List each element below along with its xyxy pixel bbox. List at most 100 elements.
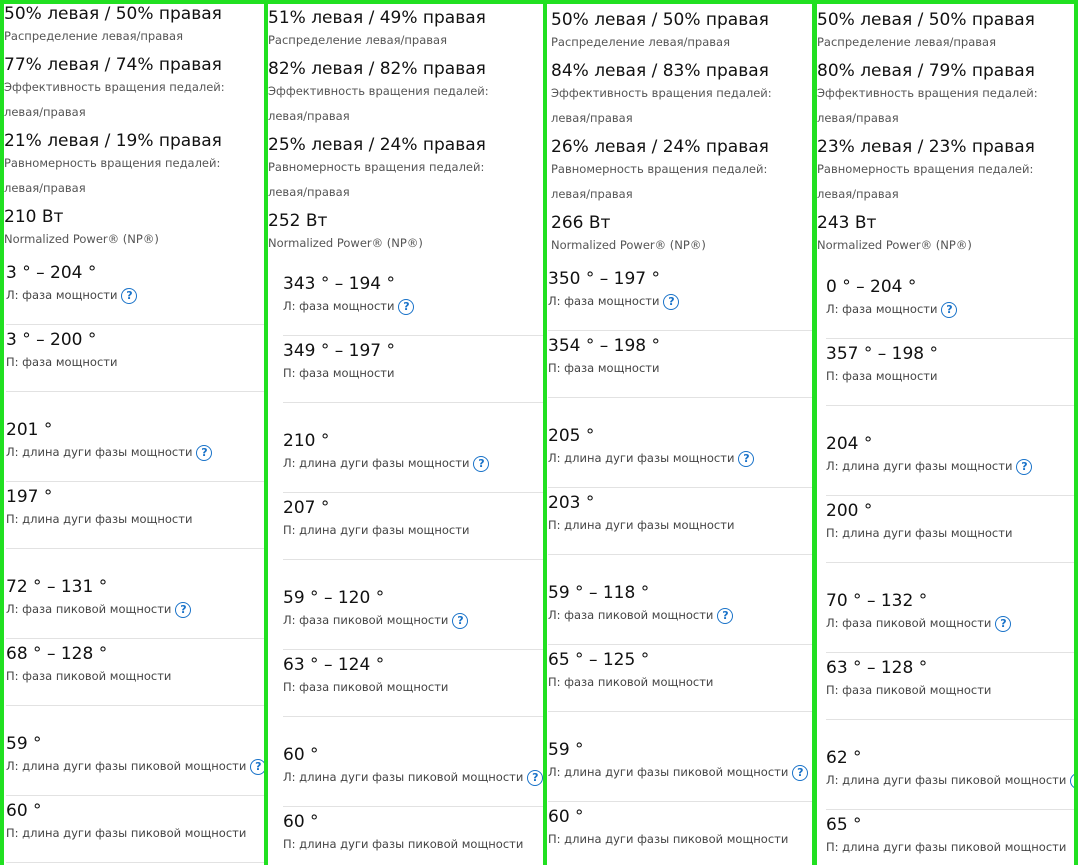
- stat-item: 60 ° Л: длина дуги фазы пиковой мощности?: [283, 740, 543, 807]
- help-icon[interactable]: ?: [121, 287, 138, 304]
- screenshot-panel-4: 50% левая / 50% правая Распределение лева…: [817, 4, 1074, 865]
- help-icon[interactable]: ?: [398, 298, 415, 315]
- stat-item: 21% левая / 19% правая Равномерность вращ…: [4, 131, 264, 201]
- help-icon[interactable]: ?: [941, 301, 958, 318]
- stat-label-row: Л: фаза мощности?: [6, 284, 264, 306]
- stat-label-row: П: длина дуги фазы пиковой мощности: [283, 833, 543, 855]
- stat-label-row: Л: фаза пиковой мощности?: [6, 598, 264, 620]
- stat-value: 207 °: [283, 498, 330, 518]
- stat-value: 60 °: [283, 812, 319, 832]
- stat-label: П: фаза пиковой мощности: [548, 675, 714, 689]
- stat-value: 0 ° – 204 °: [826, 277, 917, 297]
- screenshot-panel-1: 50% левая / 50% правая Распределение лева…: [4, 4, 264, 865]
- stat-label: П: длина дуги фазы мощности: [6, 512, 193, 526]
- screenshot-panel-2: 51% левая / 49% правая Распределение лева…: [268, 4, 543, 865]
- stat-label: П: фаза мощности: [826, 369, 938, 383]
- stat-value: 3 ° – 204 °: [6, 263, 97, 283]
- stat-value: 60 °: [548, 807, 584, 827]
- stat-value: 3 ° – 200 °: [6, 330, 97, 350]
- pedal-stats: 343 ° – 194 ° Л: фаза мощности? 349 ° – 19…: [268, 269, 543, 865]
- stat-value: 25% левая / 24% правая: [268, 135, 486, 155]
- stat-item: 0 ° – 204 ° Л: фаза мощности?: [826, 272, 1074, 339]
- stat-label-row: П: длина дуги фазы пиковой мощности: [6, 822, 264, 844]
- stat-label-row: П: фаза пиковой мощности: [548, 671, 812, 693]
- help-icon[interactable]: ?: [995, 615, 1012, 632]
- stat-label: Л: длина дуги фазы мощности: [548, 451, 735, 465]
- help-icon[interactable]: ?: [717, 607, 734, 624]
- top-stats: 51% левая / 49% правая Распределение лева…: [268, 4, 543, 256]
- stat-value: 23% левая / 23% правая: [817, 137, 1035, 157]
- stat-value: 205 °: [548, 426, 595, 446]
- stat-item: 50% левая / 50% правая Распределение лева…: [551, 10, 812, 55]
- stat-value: 77% левая / 74% правая: [4, 55, 222, 75]
- help-icon[interactable]: ?: [196, 444, 213, 461]
- help-icon[interactable]: ?: [175, 601, 192, 618]
- stat-label-row: П: длина дуги фазы пиковой мощности: [548, 828, 812, 850]
- stat-label-row: П: фаза мощности: [826, 365, 1074, 387]
- stat-label: П: фаза пиковой мощности: [826, 683, 992, 697]
- stat-label: Л: фаза мощности: [6, 288, 118, 302]
- help-icon[interactable]: ?: [1070, 772, 1074, 789]
- help-icon[interactable]: ?: [473, 455, 490, 472]
- stat-item: 80% левая / 79% правая Эффективность вращ…: [817, 61, 1074, 131]
- stat-item: 266 Вт Normalized Power® (NP®): [551, 213, 812, 258]
- stat-item: 357 ° – 198 ° П: фаза мощности: [826, 339, 1074, 406]
- stat-item: 197 ° П: длина дуги фазы мощности: [6, 482, 264, 549]
- help-icon[interactable]: ?: [527, 769, 543, 786]
- stat-label-row: П: фаза пиковой мощности: [6, 665, 264, 687]
- stat-label: Л: длина дуги фазы мощности: [6, 445, 193, 459]
- stat-label: П: длина дуги фазы мощности: [548, 518, 735, 532]
- stat-label-row: Л: длина дуги фазы мощности?: [6, 441, 264, 463]
- stat-item: 210 Вт Normalized Power® (NP®): [4, 207, 264, 252]
- stat-item: 84% левая / 83% правая Эффективность вращ…: [551, 61, 812, 131]
- stat-value: 197 °: [6, 487, 53, 507]
- stat-item: 23% левая / 23% правая Равномерность вращ…: [817, 137, 1074, 207]
- screenshot-panel-3: 50% левая / 50% правая Распределение лева…: [547, 4, 812, 865]
- stat-item: 354 ° – 198 ° П: фаза мощности: [548, 331, 812, 398]
- stat-value: 84% левая / 83% правая: [551, 61, 769, 81]
- stat-value: 357 ° – 198 °: [826, 344, 939, 364]
- stat-label-row: П: фаза мощности: [6, 351, 264, 373]
- stat-value: 354 ° – 198 °: [548, 336, 661, 356]
- stat-value: 59 ° – 118 °: [548, 583, 650, 603]
- stat-label: Л: длина дуги фазы пиковой мощности: [283, 770, 524, 784]
- stat-value: 50% левая / 50% правая: [817, 10, 1035, 30]
- stat-item: 252 Вт Normalized Power® (NP®): [268, 211, 543, 256]
- stat-label-row: П: длина дуги фазы мощности: [548, 514, 812, 536]
- stat-label: Равномерность вращения педалей: левая/пр…: [817, 162, 1034, 201]
- stat-value: 68 ° – 128 °: [6, 644, 108, 664]
- stat-label-row: П: фаза пиковой мощности: [826, 679, 1074, 701]
- stat-label-row: П: длина дуги фазы мощности: [6, 508, 264, 530]
- stat-label: Л: длина дуги фазы пиковой мощности: [6, 759, 247, 773]
- stat-value: 343 ° – 194 °: [283, 274, 396, 294]
- stat-label: П: фаза пиковой мощности: [6, 669, 172, 683]
- stat-value: 62 °: [826, 748, 862, 768]
- stat-label: Л: длина дуги фазы пиковой мощности: [826, 773, 1067, 787]
- stat-value: 63 ° – 124 °: [283, 655, 385, 675]
- stat-label: Распределение левая/правая: [817, 35, 997, 49]
- stat-item: 207 ° П: длина дуги фазы мощности: [283, 493, 543, 560]
- stat-label-row: Л: фаза пиковой мощности?: [283, 609, 543, 631]
- stat-item: 51% левая / 49% правая Распределение лева…: [268, 8, 543, 53]
- help-icon[interactable]: ?: [1016, 458, 1033, 475]
- stat-item: 60 ° П: длина дуги фазы пиковой мощности: [6, 796, 264, 863]
- stat-value: 65 °: [826, 815, 862, 835]
- stat-item: 203 ° П: длина дуги фазы мощности: [548, 488, 812, 555]
- stat-value: 82% левая / 82% правая: [268, 59, 486, 79]
- stat-label-row: П: длина дуги фазы пиковой мощности: [826, 836, 1074, 858]
- stat-label-row: Л: фаза мощности?: [826, 298, 1074, 320]
- help-icon[interactable]: ?: [792, 764, 809, 781]
- stat-label: П: фаза мощности: [283, 366, 395, 380]
- pedal-stats: 350 ° – 197 ° Л: фаза мощности? 354 ° – 19…: [547, 264, 812, 865]
- help-icon[interactable]: ?: [738, 450, 755, 467]
- help-icon[interactable]: ?: [250, 758, 264, 775]
- help-icon[interactable]: ?: [663, 293, 680, 310]
- stat-value: 204 °: [826, 434, 873, 454]
- stat-value: 51% левая / 49% правая: [268, 8, 486, 28]
- stat-label: Л: фаза пиковой мощности: [6, 602, 172, 616]
- stat-label-row: Л: длина дуги фазы мощности?: [826, 455, 1074, 477]
- stat-value: 59 ° – 120 °: [283, 588, 385, 608]
- stat-value: 266 Вт: [551, 213, 611, 233]
- stat-label: Normalized Power® (NP®): [4, 232, 159, 246]
- help-icon[interactable]: ?: [452, 612, 469, 629]
